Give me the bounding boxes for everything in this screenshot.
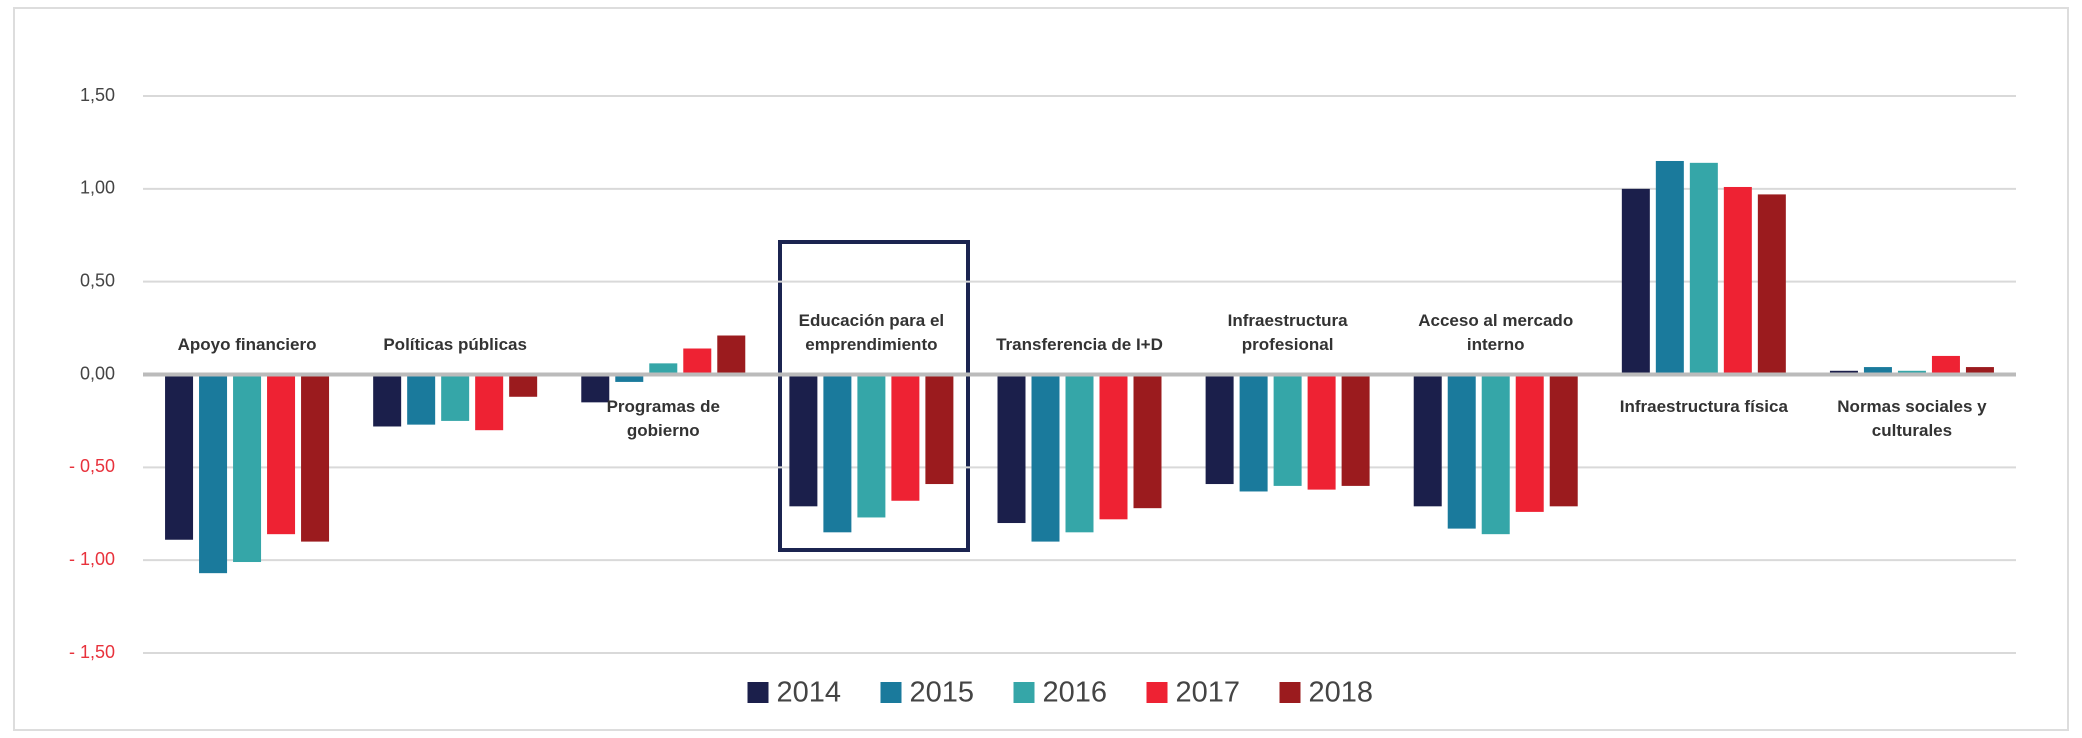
- y-tick-label: 1,50: [80, 85, 115, 105]
- bar: [581, 374, 610, 403]
- y-tick-label: - 0,50: [69, 456, 115, 476]
- bar: [1447, 374, 1476, 529]
- bar: [1863, 367, 1892, 375]
- y-tick-label: 0,00: [80, 363, 115, 383]
- bar: [1205, 374, 1234, 485]
- bar: [1133, 374, 1162, 509]
- bar: [1549, 374, 1578, 507]
- y-tick-label: 1,00: [80, 178, 115, 198]
- bar: [1481, 374, 1510, 535]
- category-label: Normas sociales y culturales: [1837, 396, 1987, 440]
- bar: [373, 374, 402, 427]
- legend-label: 2014: [777, 677, 842, 709]
- bar: [891, 374, 920, 501]
- bar: [475, 374, 504, 431]
- legend-swatch: [880, 682, 902, 703]
- bar: [717, 335, 746, 375]
- bar: [407, 374, 436, 425]
- frame: [13, 7, 2069, 731]
- category-label: Acceso al mercado interno: [1418, 310, 1574, 354]
- bar: [1239, 374, 1268, 492]
- legend-swatch: [1013, 682, 1035, 703]
- legend-label: 2016: [1043, 677, 1108, 709]
- bar: [267, 374, 296, 535]
- bar: [997, 374, 1026, 524]
- bar: [1723, 186, 1752, 375]
- legend-label: 2018: [1309, 677, 1374, 709]
- category-label: Infraestructura física: [1619, 396, 1788, 416]
- bar: [1965, 367, 1994, 375]
- bar: [1099, 374, 1128, 520]
- bar: [441, 374, 470, 421]
- category-label: Educación para el emprendimiento: [798, 310, 945, 354]
- bar: [1341, 374, 1370, 486]
- bar: [925, 374, 954, 485]
- legend-swatch: [1146, 682, 1168, 703]
- bar: [301, 374, 330, 542]
- y-tick-label: - 1,50: [69, 642, 115, 662]
- bar: [1655, 160, 1684, 375]
- category-label: Políticas públicas: [383, 334, 527, 354]
- bar: [1931, 355, 1960, 375]
- legend-label: 2015: [910, 677, 975, 709]
- bar: [165, 374, 194, 540]
- legend-label: 2017: [1176, 677, 1241, 709]
- bar: [823, 374, 852, 533]
- bar: [1307, 374, 1336, 490]
- bar: [1757, 194, 1786, 375]
- bar: [1413, 374, 1442, 507]
- bar: [1065, 374, 1094, 533]
- category-label: Transferencia de I+D: [996, 334, 1163, 354]
- legend-swatch: [1279, 682, 1301, 703]
- bar: [857, 374, 886, 518]
- highlight-box: [778, 240, 970, 552]
- bar: [683, 348, 712, 375]
- category-label: Programas de gobierno: [606, 396, 720, 440]
- bar: [509, 374, 538, 397]
- bar: [789, 374, 818, 507]
- bar: [233, 374, 262, 563]
- bar: [1515, 374, 1544, 512]
- bar: [1273, 374, 1302, 486]
- legend-swatch: [747, 682, 769, 703]
- bar: [649, 363, 678, 375]
- bar: [199, 374, 228, 574]
- y-tick-label: 0,50: [80, 270, 115, 290]
- bar: [1689, 162, 1718, 375]
- bar: [1621, 188, 1650, 375]
- y-tick-label: - 1,00: [69, 549, 115, 569]
- bar: [1031, 374, 1060, 542]
- category-label: Apoyo financiero: [177, 334, 317, 354]
- bar: [615, 374, 644, 382]
- category-label: Infraestructura profesional: [1227, 310, 1348, 354]
